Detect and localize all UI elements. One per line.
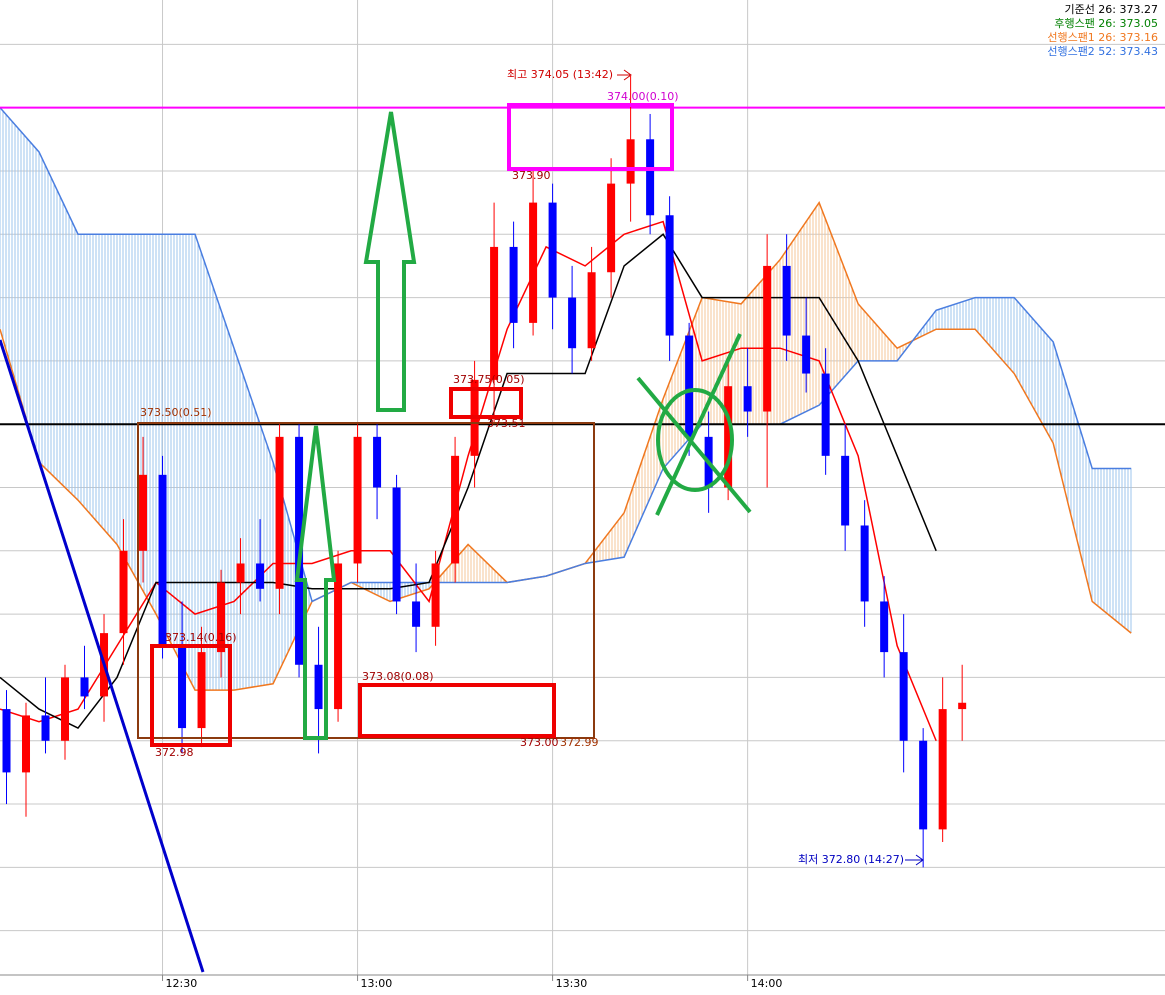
candle-body [763,265,772,412]
candle-body [217,582,226,653]
cross [636,376,752,514]
span-line [0,200,1132,691]
candle-body [529,202,538,323]
candle-body [958,702,967,710]
pointer [617,69,632,81]
candle-body [919,740,928,830]
pointer [905,854,924,866]
indicator-line [0,233,937,730]
box [507,103,674,171]
arrow [363,111,417,412]
candle-body [665,215,674,336]
cloud [0,107,1132,691]
legend-entry: 선행스팬2 52: 373.43 [1047,45,1158,58]
x-tick-label: 12:30 [166,977,198,990]
annotation: 372.99 [560,736,599,749]
annotation: 373.51 [487,417,526,430]
candle-body [568,297,577,349]
x-axis [0,975,1165,995]
candle-body [158,474,167,646]
candle-body [22,715,31,773]
candle-body [80,677,89,697]
annotation: 373.75(0.05) [453,373,525,386]
annotation: 373.90 [512,169,551,182]
x-tick-label: 13:00 [361,977,393,990]
candle-body [353,436,362,564]
candle-body [607,183,616,273]
candle-body [587,272,596,349]
candle-body [431,563,440,627]
candle-body [899,652,908,741]
candle-body [256,563,265,589]
candle-body [743,386,752,412]
candle-body [548,202,557,298]
annotation: 최고 374.05 (13:42) [507,68,613,81]
circle [656,388,734,492]
annotation: 372.98 [155,746,194,759]
candle-body [412,601,421,627]
candle-body [119,550,128,634]
candle-body [275,436,284,589]
cloud-hatch [0,107,1132,691]
annotation: 373.50(0.51) [140,406,212,419]
candle-body [314,664,323,710]
candle-body [821,373,830,456]
arrow [294,425,337,740]
candle-body [880,601,889,653]
candle-body [626,139,635,184]
x-axis-labels: 12:30 13:00 13:30 14:00 [162,975,783,990]
indicator-lines [0,220,937,742]
candle-body [61,677,70,741]
candle-body [2,709,11,773]
candle-body [841,455,850,526]
candle-body [41,715,50,741]
candle-body [490,246,499,380]
candle-body [802,335,811,374]
box [358,683,556,738]
x-tick-label: 14:00 [751,977,783,990]
candle-body [236,563,245,583]
candle-body [392,487,401,602]
candle-body [685,335,694,437]
candle-body [646,139,655,216]
box [150,644,232,747]
drawings [0,103,752,973]
candle-body [451,455,460,564]
candle-body [509,246,518,323]
candle-body [139,474,148,551]
candle-body [782,265,791,336]
grid [0,0,1165,975]
candle-body [938,709,947,830]
candle-body [373,436,382,488]
legend-entry: 후행스팬 26: 373.05 [1054,17,1158,30]
candle-body [178,645,187,729]
x-tick-label: 13:30 [556,977,588,990]
box [449,387,523,419]
cross [655,333,742,516]
annotation: 373.08(0.08) [362,670,434,683]
reference-lines [0,106,1165,426]
candle-body [334,563,343,710]
annotation: 373.00 [520,736,559,749]
legend-entry: 기준선 26: 373.27 [1064,3,1158,16]
span-line [0,107,1132,603]
legend-entry: 선행스팬1 26: 373.16 [1047,31,1158,44]
candle-body [724,386,733,488]
annotation: 최저 372.80 (14:27) [798,853,904,866]
annotation: 374.00(0.10) [607,90,679,103]
annotation: 373.14(0.16) [165,631,237,644]
candle-body [197,652,206,729]
trend-line [0,339,205,973]
candle-body [860,525,869,602]
annotations: 최고 374.05 (13:42) 374.00(0.10) 373.90 373.5… [140,68,924,866]
